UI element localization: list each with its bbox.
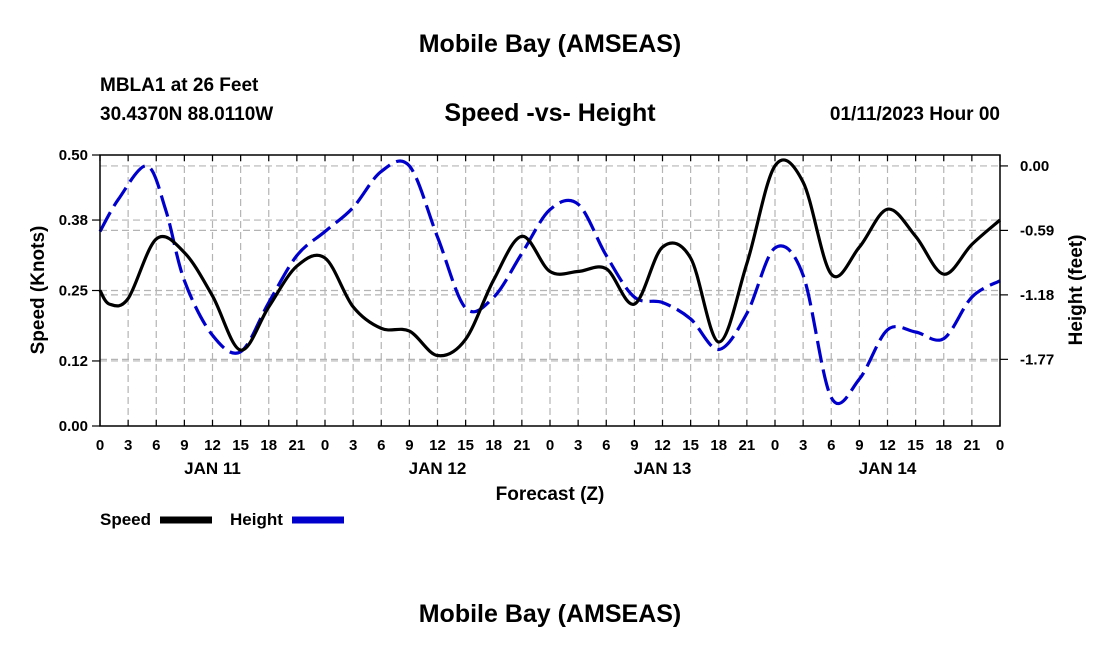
next-chart-title: Mobile Bay (AMSEAS) — [418, 600, 682, 628]
y2-tick-label: -0.59 — [1020, 222, 1054, 239]
x-date-label: JAN 11 — [184, 459, 241, 478]
x-tick-label: 9 — [405, 437, 413, 454]
x-tick-label: 6 — [377, 437, 385, 454]
x-tick-label: 9 — [180, 437, 188, 454]
x-tick-label: 21 — [739, 437, 756, 454]
x-date-label: JAN 12 — [409, 459, 467, 478]
forecast-run-time: 01/11/2023 Hour 00 — [829, 104, 1000, 125]
x-tick-label: 0 — [546, 437, 554, 454]
x-axis-label: Forecast (Z) — [496, 484, 605, 505]
x-tick-label: 18 — [260, 437, 277, 454]
x-tick-label: 3 — [574, 437, 582, 454]
x-tick-label: 6 — [602, 437, 610, 454]
y-tick-label: 0.12 — [59, 353, 88, 370]
x-tick-label: 12 — [654, 437, 671, 454]
x-tick-label: 6 — [827, 437, 835, 454]
x-tick-label: 18 — [935, 437, 952, 454]
legend-speed-label: Speed — [100, 510, 151, 529]
x-tick-label: 3 — [124, 437, 132, 454]
x-tick-label: 18 — [710, 437, 727, 454]
x-date-label: JAN 13 — [634, 459, 692, 478]
x-tick-label: 0 — [996, 437, 1004, 454]
x-tick-label: 6 — [152, 437, 160, 454]
x-tick-label: 15 — [907, 437, 924, 454]
x-tick-label: 3 — [799, 437, 807, 454]
x-tick-label: 18 — [485, 437, 502, 454]
grid-lines — [100, 155, 1000, 426]
x-tick-label: 0 — [321, 437, 329, 454]
x-tick-label: 15 — [232, 437, 249, 454]
x-tick-label: 12 — [204, 437, 221, 454]
x-tick-label: 21 — [289, 437, 306, 454]
x-date-label: JAN 14 — [859, 459, 917, 478]
x-tick-label: 0 — [96, 437, 104, 454]
y2-tick-label: 0.00 — [1020, 158, 1049, 175]
x-tick-label: 15 — [457, 437, 474, 454]
legend: Speed Height — [100, 510, 344, 529]
axes: 0 3 6 9 12 15 18 21 0 3 6 9 12 15 18 21 0 3 6 9 12 15 18 21 0 3 6 9… — [59, 147, 1054, 478]
x-tick-label: 21 — [514, 437, 531, 454]
x-tick-label: 12 — [879, 437, 896, 454]
x-tick-label: 3 — [349, 437, 357, 454]
y2-tick-label: -1.18 — [1020, 287, 1054, 304]
speed-height-chart: 0 3 6 9 12 15 18 21 0 3 6 9 12 15 18 21 0 3 6 9 12 15 18 21 0 3 6 9… — [28, 147, 1087, 529]
y-tick-label: 0.38 — [59, 212, 88, 229]
series-layer — [98, 158, 1002, 406]
station-coordinates: 30.4370N 88.0110W — [100, 104, 274, 125]
series-line-height — [98, 159, 1001, 406]
x-tick-label: 12 — [429, 437, 446, 454]
x-tick-label: 9 — [855, 437, 863, 454]
chart-main-title: Mobile Bay (AMSEAS) — [418, 30, 682, 58]
legend-height-label: Height — [230, 510, 283, 529]
x-tick-label: 0 — [771, 437, 779, 454]
x-tick-label: 15 — [682, 437, 699, 454]
chart-subtitle: Speed -vs- Height — [444, 99, 656, 127]
y2-tick-label: -1.77 — [1020, 351, 1054, 368]
x-tick-label: 21 — [964, 437, 981, 454]
y-axis-label: Speed (Knots) — [28, 226, 49, 355]
x-tick-label: 9 — [630, 437, 638, 454]
series-line-speed — [98, 158, 1002, 358]
y-tick-label: 0.00 — [59, 418, 88, 435]
y2-axis-label: Height (feet) — [1066, 235, 1087, 346]
station-name: MBLA1 at 26 Feet — [100, 75, 259, 96]
y-tick-label: 0.25 — [59, 283, 88, 300]
y-tick-label: 0.50 — [59, 147, 88, 164]
